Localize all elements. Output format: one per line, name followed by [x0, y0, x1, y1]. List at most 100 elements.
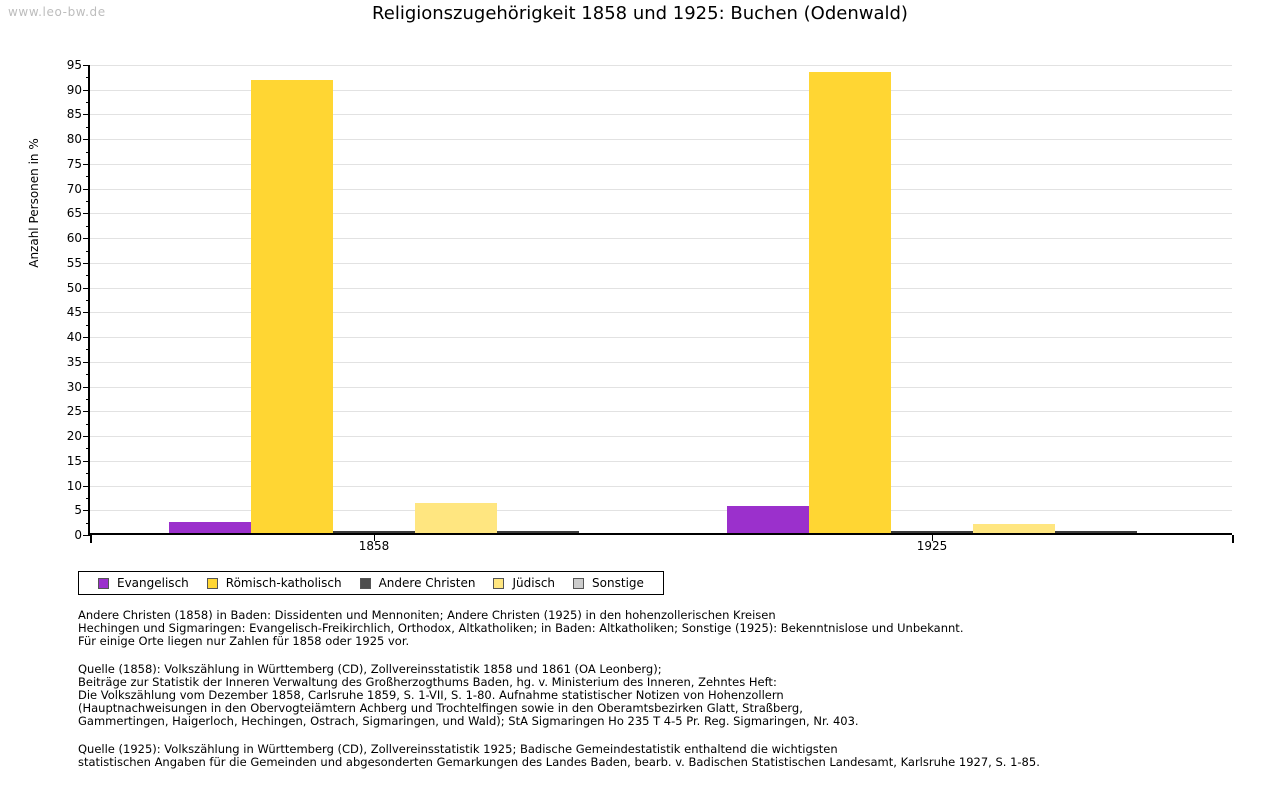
y-gridline — [90, 460, 1232, 462]
y-gridline — [90, 386, 1232, 388]
legend-swatch-icon — [493, 577, 505, 589]
y-axis-minor-tick — [86, 151, 90, 153]
x-axis-group-label: 1858 — [358, 539, 390, 553]
y-gridline — [90, 411, 1232, 413]
legend-item[interactable]: Sonstige — [564, 576, 653, 590]
bar[interactable] — [809, 71, 891, 533]
bar-zero[interactable] — [891, 531, 973, 533]
y-gridline — [90, 312, 1232, 314]
y-gridline — [90, 337, 1232, 339]
bar-zero[interactable] — [333, 531, 415, 533]
y-axis-tick — [83, 436, 90, 438]
y-axis-minor-tick — [86, 324, 90, 326]
x-axis-tick — [932, 535, 933, 541]
y-axis-tick-label: 65 — [66, 206, 82, 221]
legend-item[interactable]: Evangelisch — [89, 576, 198, 590]
y-axis-tick — [83, 139, 90, 141]
y-axis-minor-tick — [86, 275, 90, 277]
y-axis-minor-tick — [86, 374, 90, 376]
y-axis-tick — [83, 262, 90, 264]
y-axis-tick-label: 60 — [66, 231, 82, 246]
y-axis-tick-label: 20 — [66, 429, 82, 444]
y-axis-minor-tick — [86, 448, 90, 450]
y-axis-tick-label: 0 — [74, 528, 82, 542]
y-axis-tick-label: 45 — [66, 305, 82, 320]
legend-swatch-icon — [206, 577, 218, 589]
bar[interactable] — [415, 503, 497, 533]
y-gridline — [90, 139, 1232, 141]
y-axis-tick — [83, 510, 90, 512]
y-gridline — [90, 163, 1232, 165]
y-axis-tick — [83, 460, 90, 462]
y-axis-minor-tick — [86, 423, 90, 425]
legend-label: Andere Christen — [378, 576, 476, 590]
x-axis-tick — [374, 535, 375, 541]
y-axis-tick-label: 75 — [66, 156, 82, 171]
footnote-line: Beiträge zur Statistik der Inneren Verwa… — [78, 674, 777, 689]
y-axis-tick-label: 95 — [66, 58, 82, 72]
footnote-line: Quelle (1925): Volkszählung in Württembe… — [78, 741, 838, 756]
legend-label: Jüdisch — [512, 576, 556, 590]
y-axis-minor-tick — [86, 522, 90, 524]
footnote-line: Gammertingen, Haigerloch, Hechingen, Ost… — [78, 714, 859, 729]
bar-zero[interactable] — [497, 531, 579, 533]
footnote-line: Hechingen und Sigmaringen: Evangelisch-F… — [78, 621, 964, 636]
footnote-line: Quelle (1858): Volkszählung in Württembe… — [78, 661, 662, 676]
y-axis-tick — [83, 213, 90, 215]
footnote-block: Quelle (1925): Volkszählung in Württembe… — [78, 741, 1198, 769]
y-gridline — [90, 238, 1232, 240]
legend-swatch-icon — [359, 577, 371, 589]
x-axis-end-tick — [90, 535, 92, 543]
y-axis-tick — [83, 238, 90, 240]
y-gridline — [90, 485, 1232, 487]
y-axis-tick-label: 25 — [66, 404, 82, 419]
y-gridline — [90, 65, 1232, 66]
bar[interactable] — [973, 524, 1055, 533]
y-axis-tick-label: 90 — [66, 82, 82, 97]
legend-label: Römisch-katholisch — [225, 576, 342, 590]
footnotes: Andere Christen (1858) in Baden: Disside… — [78, 608, 1198, 783]
plot-inner: 0 5 10 15 20 25 30 35 40 45 50 55 60 65 70 75 80 85 90 95 18… — [67, 58, 1234, 553]
y-axis-tick-label: 70 — [66, 181, 82, 196]
y-axis-tick-label: 5 — [74, 503, 82, 518]
y-axis-minor-tick — [86, 102, 90, 104]
legend-item[interactable]: Andere Christen — [351, 576, 485, 590]
footnote-block: Andere Christen (1858) in Baden: Disside… — [78, 608, 1198, 649]
y-axis-tick — [83, 337, 90, 339]
bar-zero[interactable] — [1055, 531, 1137, 533]
legend-item[interactable]: Jüdisch — [484, 576, 564, 590]
plot-area: 0 5 10 15 20 25 30 35 40 45 50 55 60 65 70 75 80 85 90 95 18… — [67, 58, 1234, 553]
bar[interactable] — [251, 79, 333, 533]
y-gridline — [90, 361, 1232, 363]
footnote-line: Für einige Orte liegen nur Zahlen für 18… — [78, 634, 410, 649]
y-axis-tick-label: 10 — [66, 478, 82, 493]
y-axis-tick — [83, 89, 90, 91]
legend-label: Sonstige — [592, 576, 644, 590]
bar[interactable] — [727, 506, 809, 533]
y-axis-tick — [83, 114, 90, 116]
y-gridline — [90, 287, 1232, 289]
legend-item[interactable]: Römisch-katholisch — [198, 576, 351, 590]
y-axis-tick — [83, 312, 90, 314]
y-axis-minor-tick — [86, 225, 90, 227]
y-axis-tick — [83, 361, 90, 363]
y-axis-minor-tick — [86, 201, 90, 203]
y-axis-tick — [83, 287, 90, 289]
watermark: www.leo-bw.de — [8, 5, 106, 19]
footnote-line: Andere Christen (1858) in Baden: Disside… — [78, 608, 776, 622]
y-gridline — [90, 262, 1232, 264]
y-axis-minor-tick — [86, 473, 90, 475]
y-axis-tick-label: 15 — [66, 453, 82, 468]
legend-swatch-icon — [98, 577, 109, 589]
y-gridline — [90, 188, 1232, 190]
y-axis-tick-label: 80 — [66, 132, 82, 147]
y-axis-tick — [83, 535, 90, 536]
y-gridline — [90, 436, 1232, 438]
x-axis-end-tick — [1232, 535, 1234, 543]
bar[interactable] — [169, 521, 251, 533]
chart-legend: Evangelisch Römisch-katholisch Andere Chri… — [78, 571, 664, 595]
y-axis-minor-tick — [86, 77, 90, 79]
legend-swatch-icon — [573, 577, 585, 589]
y-axis-tick-label: 35 — [66, 354, 82, 369]
